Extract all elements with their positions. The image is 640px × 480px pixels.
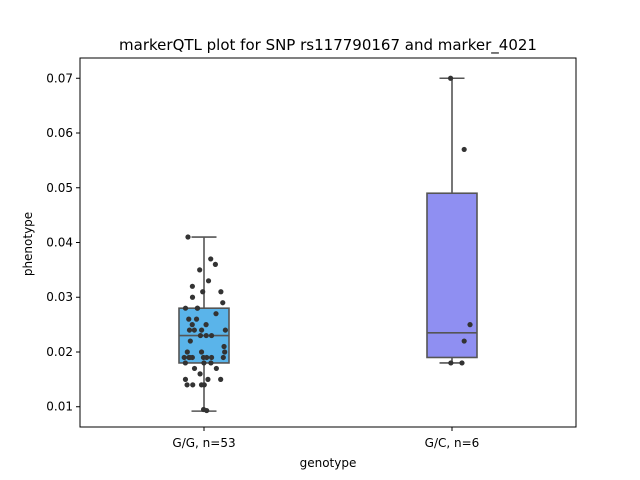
data-point bbox=[189, 283, 195, 289]
data-point bbox=[190, 382, 196, 388]
chart-title: markerQTL plot for SNP rs117790167 and m… bbox=[119, 36, 537, 55]
data-point bbox=[189, 322, 195, 328]
data-point bbox=[208, 360, 214, 366]
y-tick-label: 0.03 bbox=[46, 290, 73, 304]
y-tick-label: 0.06 bbox=[46, 126, 73, 140]
data-point bbox=[184, 382, 190, 388]
data-point bbox=[197, 371, 203, 377]
data-point bbox=[189, 294, 196, 300]
data-point bbox=[200, 289, 206, 295]
data-point bbox=[203, 322, 209, 328]
data-point bbox=[203, 332, 209, 339]
y-tick-label: 0.05 bbox=[46, 181, 73, 195]
data-point bbox=[186, 316, 192, 322]
data-point bbox=[205, 278, 212, 284]
data-point bbox=[447, 75, 454, 81]
data-point bbox=[212, 261, 218, 267]
data-point bbox=[194, 305, 201, 311]
data-point bbox=[200, 354, 207, 361]
y-tick-label: 0.04 bbox=[46, 236, 73, 250]
x-tick-label: G/G, n=53 bbox=[172, 436, 235, 450]
data-point bbox=[218, 376, 224, 382]
data-point bbox=[201, 360, 207, 366]
data-point bbox=[191, 365, 198, 372]
y-axis-label: phenotype bbox=[21, 212, 35, 276]
data-point bbox=[218, 289, 224, 295]
data-point bbox=[220, 300, 226, 306]
data-point bbox=[197, 332, 204, 339]
data-point bbox=[181, 354, 187, 361]
data-point bbox=[222, 327, 228, 333]
data-point bbox=[198, 349, 205, 355]
data-point bbox=[461, 338, 467, 344]
data-point bbox=[221, 343, 227, 350]
data-point bbox=[467, 322, 473, 328]
data-point bbox=[461, 146, 467, 153]
data-point bbox=[204, 407, 210, 414]
data-point bbox=[208, 354, 215, 361]
y-tick-label: 0.01 bbox=[46, 400, 73, 414]
x-tick-label: G/C, n=6 bbox=[425, 436, 480, 450]
data-point bbox=[182, 376, 189, 382]
data-point bbox=[187, 338, 193, 344]
data-point bbox=[205, 376, 211, 382]
data-point bbox=[184, 349, 190, 355]
x-axis-label: genotype bbox=[300, 456, 357, 470]
data-point bbox=[208, 332, 215, 339]
plot-layer: 0.01 0.02 0.03 0.04 0.05 0.06 0.07 G/G, n=53 G/C… bbox=[46, 71, 479, 450]
data-point bbox=[448, 360, 454, 366]
box-body bbox=[426, 192, 478, 359]
data-point bbox=[208, 256, 214, 262]
data-point bbox=[186, 327, 193, 333]
y-tick-label: 0.02 bbox=[46, 345, 73, 359]
data-point bbox=[191, 327, 197, 333]
plot-frame bbox=[79, 57, 577, 428]
data-point bbox=[182, 305, 189, 311]
data-point bbox=[222, 349, 228, 355]
data-point bbox=[199, 327, 205, 333]
data-point bbox=[201, 382, 207, 388]
data-point bbox=[459, 360, 465, 366]
data-point bbox=[197, 267, 203, 273]
y-tick-label: 0.07 bbox=[46, 71, 73, 85]
data-point bbox=[193, 316, 200, 322]
data-point bbox=[213, 365, 219, 372]
data-point bbox=[187, 354, 193, 361]
data-point bbox=[213, 311, 219, 317]
data-point bbox=[185, 234, 191, 240]
data-point bbox=[220, 354, 226, 361]
data-point bbox=[182, 360, 188, 366]
